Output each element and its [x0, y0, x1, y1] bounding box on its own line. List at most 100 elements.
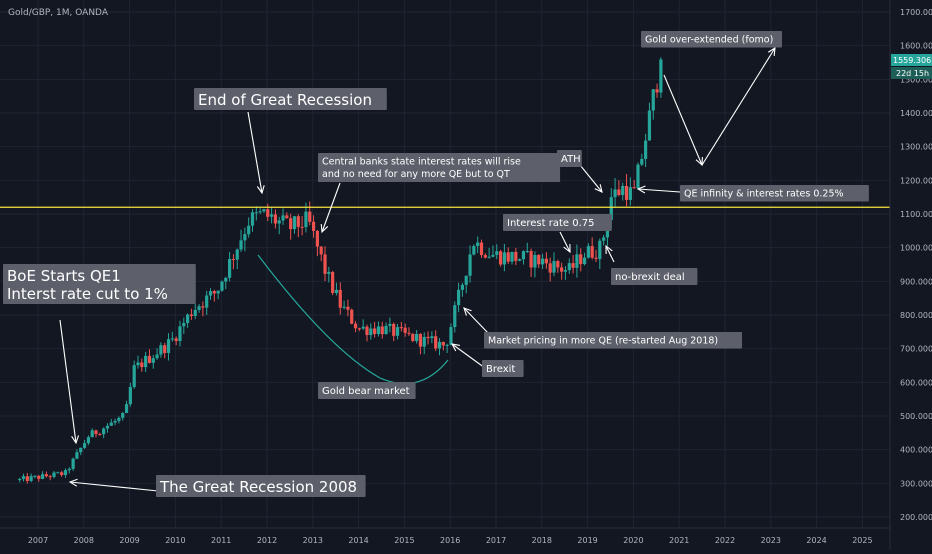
candle-body[interactable]: [437, 341, 442, 349]
candle-body[interactable]: [98, 434, 102, 436]
candle-body[interactable]: [315, 230, 319, 247]
candle-body[interactable]: [308, 211, 312, 222]
candle-body[interactable]: [582, 257, 587, 265]
candle-body[interactable]: [369, 328, 373, 336]
candle-body[interactable]: [483, 255, 487, 258]
candle-body[interactable]: [170, 338, 174, 340]
candle-body[interactable]: [334, 289, 339, 294]
candle-body[interactable]: [346, 306, 350, 310]
candle-body[interactable]: [224, 277, 228, 282]
candle-body[interactable]: [117, 417, 121, 421]
candle-body[interactable]: [644, 140, 648, 159]
candle-body[interactable]: [579, 254, 583, 265]
candle-body[interactable]: [403, 327, 407, 333]
candle-body[interactable]: [552, 261, 556, 273]
candle-body[interactable]: [281, 215, 285, 221]
candle-body[interactable]: [235, 249, 239, 260]
candle-body[interactable]: [445, 344, 449, 346]
candle-body[interactable]: [659, 59, 663, 93]
candle-body[interactable]: [640, 158, 644, 165]
candle-body[interactable]: [216, 290, 220, 294]
candle-body[interactable]: [67, 468, 71, 471]
candle-body[interactable]: [502, 252, 506, 265]
candle-body[interactable]: [598, 240, 602, 259]
candle-body[interactable]: [357, 328, 361, 330]
candle-body[interactable]: [331, 271, 335, 294]
candle-body[interactable]: [384, 325, 388, 335]
candle-body[interactable]: [327, 271, 331, 274]
candle-body[interactable]: [48, 476, 52, 478]
candle-body[interactable]: [468, 254, 472, 276]
candle-body[interactable]: [201, 306, 205, 308]
candle-body[interactable]: [82, 443, 87, 448]
candle-body[interactable]: [476, 242, 480, 247]
candle-body[interactable]: [422, 336, 426, 347]
candle-body[interactable]: [548, 263, 552, 273]
candle-body[interactable]: [37, 475, 41, 479]
candle-body[interactable]: [563, 270, 568, 272]
candle-body[interactable]: [624, 185, 629, 200]
candle-body[interactable]: [44, 474, 48, 477]
candle-body[interactable]: [407, 332, 411, 334]
candle-body[interactable]: [109, 422, 113, 426]
candle-body[interactable]: [113, 420, 117, 423]
candle-body[interactable]: [418, 333, 423, 347]
candle-body[interactable]: [124, 404, 129, 414]
candle-body[interactable]: [212, 291, 216, 294]
candle-body[interactable]: [132, 365, 136, 387]
candle-body[interactable]: [613, 189, 617, 198]
candle-body[interactable]: [29, 476, 33, 481]
candle-body[interactable]: [220, 281, 224, 291]
candle-body[interactable]: [269, 214, 274, 217]
candle-body[interactable]: [392, 323, 396, 336]
candle-body[interactable]: [556, 261, 560, 268]
candle-body[interactable]: [590, 246, 594, 258]
candle-body[interactable]: [388, 323, 392, 326]
candle-body[interactable]: [140, 362, 144, 368]
candle-body[interactable]: [453, 305, 457, 328]
price-axis[interactable]: 200.000 300.000 400.000 500.000 600.000 700.0…: [889, 0, 932, 550]
candle-body[interactable]: [56, 472, 60, 474]
candle-body[interactable]: [178, 326, 182, 342]
candle-body[interactable]: [75, 452, 79, 459]
candle-body[interactable]: [159, 345, 163, 355]
candle-body[interactable]: [544, 258, 548, 264]
candle-body[interactable]: [415, 333, 419, 341]
candle-body[interactable]: [52, 472, 56, 477]
candle-body[interactable]: [33, 475, 37, 477]
time-axis[interactable]: 2007 2008 2009 2010 2011 2012 2013 2014 2015 2016…: [0, 527, 890, 545]
candle-body[interactable]: [651, 89, 655, 111]
candle-body[interactable]: [262, 209, 266, 212]
candle-body[interactable]: [491, 254, 495, 257]
candle-body[interactable]: [18, 478, 22, 480]
candle-body[interactable]: [296, 216, 300, 227]
candle-body[interactable]: [655, 89, 659, 93]
candle-body[interactable]: [227, 259, 232, 278]
candle-body[interactable]: [166, 339, 171, 353]
candle-body[interactable]: [399, 327, 403, 329]
candle-body[interactable]: [155, 354, 159, 359]
candle-body[interactable]: [380, 326, 384, 335]
candle-body[interactable]: [277, 220, 281, 224]
candle-body[interactable]: [430, 336, 434, 339]
candle-body[interactable]: [273, 214, 277, 224]
candle-body[interactable]: [189, 314, 194, 317]
candle-body[interactable]: [63, 470, 68, 475]
candle-body[interactable]: [460, 284, 465, 290]
candle-body[interactable]: [514, 251, 518, 261]
candle-body[interactable]: [632, 187, 636, 189]
candle-body[interactable]: [464, 275, 468, 285]
candle-body[interactable]: [495, 251, 499, 255]
candle-body[interactable]: [472, 246, 476, 255]
candle-body[interactable]: [285, 215, 289, 219]
candle-body[interactable]: [174, 338, 178, 342]
candle-body[interactable]: [353, 323, 358, 329]
candle-body[interactable]: [197, 306, 201, 310]
candle-body[interactable]: [376, 326, 381, 334]
candle-body[interactable]: [540, 258, 545, 265]
candle-body[interactable]: [250, 212, 255, 226]
candle-body[interactable]: [617, 189, 621, 196]
candle-body[interactable]: [365, 326, 369, 336]
candle-body[interactable]: [186, 314, 190, 324]
